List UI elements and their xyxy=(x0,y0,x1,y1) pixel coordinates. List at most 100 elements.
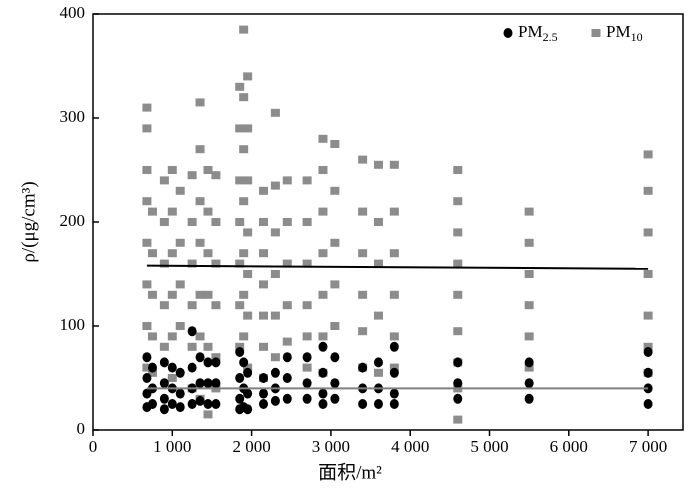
pm-point xyxy=(453,197,463,206)
pm-point xyxy=(195,145,205,154)
y-tick-label: 0 xyxy=(77,419,86,438)
pm-point xyxy=(453,357,463,368)
pm-point xyxy=(211,399,221,409)
pm-point xyxy=(235,176,245,185)
pm-point xyxy=(175,280,185,289)
pm-point xyxy=(159,404,169,415)
pm-point xyxy=(203,410,213,419)
pm-point xyxy=(302,259,312,268)
pm-point xyxy=(373,399,383,409)
pm-point xyxy=(270,353,280,362)
pm-point xyxy=(147,290,157,299)
pm-point xyxy=(524,207,534,216)
pm-point xyxy=(318,166,328,174)
pm-point xyxy=(318,388,328,399)
pm-point xyxy=(142,322,152,330)
pm-point xyxy=(195,352,205,363)
pm-point xyxy=(302,332,312,341)
pm-point xyxy=(258,373,268,383)
pm-point xyxy=(318,399,328,409)
pm-point xyxy=(235,124,245,133)
pm-point xyxy=(358,155,368,164)
pm-point xyxy=(159,176,169,185)
pm-point xyxy=(195,395,205,406)
pm-point xyxy=(318,290,328,299)
pm-point xyxy=(187,259,197,268)
pm-point xyxy=(389,399,399,409)
y-axis-label: ρ/(μg/cm³) xyxy=(18,181,39,262)
pm-point xyxy=(318,249,328,258)
pm-point xyxy=(187,301,197,310)
pm-point xyxy=(302,176,312,185)
pm-point xyxy=(195,290,205,299)
pm-point xyxy=(318,341,328,352)
pm-point xyxy=(147,249,157,258)
x-axis-label: 面积/m² xyxy=(318,461,382,483)
pm-point xyxy=(453,166,463,174)
pm-point xyxy=(167,207,177,216)
pm-point xyxy=(373,259,383,268)
pm-point xyxy=(211,353,221,362)
pm-point xyxy=(389,363,399,372)
pm-point xyxy=(235,393,245,404)
y-tick-label: 200 xyxy=(60,211,86,230)
pm-point xyxy=(330,322,340,330)
pm-point xyxy=(187,218,197,226)
pm-point xyxy=(159,357,169,368)
pm-point xyxy=(524,363,534,372)
pm-point xyxy=(147,332,157,341)
plot-frame xyxy=(92,13,684,431)
pm-point xyxy=(302,363,312,372)
pm-point xyxy=(330,393,340,404)
pm-point xyxy=(187,171,197,180)
pm-point xyxy=(239,290,249,299)
pm-point xyxy=(453,378,463,389)
pm-point xyxy=(389,367,399,378)
pm-point xyxy=(643,270,653,278)
pm-point xyxy=(243,367,253,378)
pm-point xyxy=(243,363,253,372)
pm-point xyxy=(270,270,280,278)
pm-point xyxy=(318,134,328,143)
y-tick-label: 100 xyxy=(60,315,86,334)
pm-point xyxy=(373,218,383,226)
pm-point xyxy=(373,160,383,169)
pm-point xyxy=(195,98,205,107)
pm-point xyxy=(258,249,268,258)
pm-point xyxy=(235,82,245,91)
pm-point xyxy=(211,301,221,310)
pm-point xyxy=(167,332,177,341)
x-tick-label: 4 000 xyxy=(391,437,429,456)
pm-point xyxy=(258,186,268,195)
pm-point xyxy=(643,367,653,378)
pm-point xyxy=(524,357,534,368)
pm-point xyxy=(243,176,253,185)
pm-point xyxy=(147,368,157,377)
pm-point xyxy=(203,249,213,258)
pm-point xyxy=(258,388,268,399)
pm-point xyxy=(318,367,328,378)
pm-point xyxy=(643,347,653,357)
pm-point xyxy=(258,399,268,409)
pm-point xyxy=(187,399,197,409)
pm-point xyxy=(282,352,292,363)
pm-point xyxy=(389,388,399,399)
pm-point xyxy=(643,311,653,320)
pm-point xyxy=(282,337,292,346)
pm-point xyxy=(142,197,152,206)
pm-point xyxy=(389,160,399,169)
pm-point xyxy=(195,197,205,206)
pm-point xyxy=(159,218,169,226)
pm-point xyxy=(235,373,245,383)
pm-point xyxy=(187,342,197,351)
legend-label: PM2.5 xyxy=(518,22,558,44)
pm-point xyxy=(643,342,653,351)
pm-point xyxy=(524,270,534,278)
x-tick-label: 3 000 xyxy=(312,437,350,456)
pm-point xyxy=(167,249,177,258)
pm-point xyxy=(243,311,253,320)
pm-point xyxy=(243,72,253,81)
pm-point xyxy=(270,181,280,190)
legend-marker xyxy=(591,29,601,37)
